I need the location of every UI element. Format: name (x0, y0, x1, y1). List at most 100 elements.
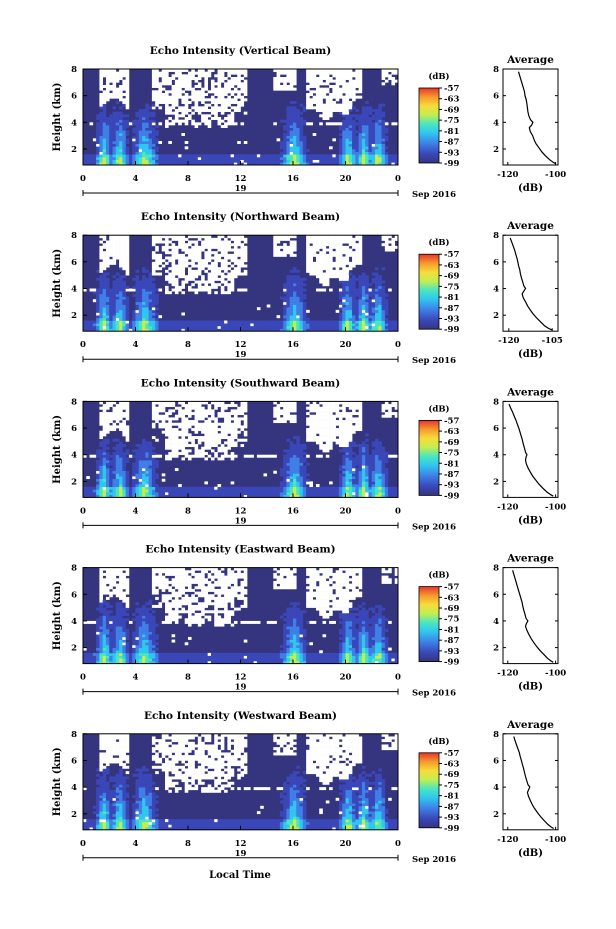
heatmap-cell (361, 315, 366, 319)
heatmap-cell (148, 462, 153, 466)
heatmap-cell (102, 125, 107, 128)
heatmap-cell (201, 119, 205, 123)
heatmap-cell (201, 264, 205, 268)
heatmap-cell (342, 280, 346, 284)
heatmap-cell (286, 117, 291, 120)
heatmap-cell (184, 245, 189, 249)
heatmap-cell (138, 138, 143, 142)
heatmap-cell (227, 85, 231, 88)
heatmap-cell (184, 486, 189, 490)
heatmap-cell (194, 106, 199, 110)
heatmap-cell (99, 98, 103, 102)
heatmap-cell (352, 149, 356, 152)
heatmap-cell (240, 154, 245, 158)
heatmap-cell (279, 296, 284, 300)
heatmap-cell (96, 481, 100, 485)
heatmap-cell (145, 478, 149, 482)
heatmap-cell (155, 412, 159, 416)
heatmap-cell (315, 288, 320, 292)
heatmap-cell (210, 101, 215, 104)
heatmap-cell (233, 95, 238, 99)
heatmap-cell (342, 291, 346, 295)
heatmap-cell (122, 103, 126, 107)
heatmap-cell (204, 154, 208, 158)
heatmap-cell (217, 93, 222, 96)
heatmap-cell (105, 90, 110, 94)
heatmap-cell (201, 412, 205, 416)
heatmap-cell (273, 412, 277, 416)
heatmap-cell (293, 312, 297, 316)
heatmap-cell (358, 307, 363, 311)
x-tick-label: 16 (287, 174, 299, 184)
heatmap-cell (96, 133, 100, 136)
heatmap-cell (155, 69, 159, 72)
heatmap-cell (352, 328, 356, 332)
heatmap-cell (105, 304, 110, 308)
heatmap-cell (115, 323, 120, 327)
heatmap-cell (115, 111, 120, 115)
heatmap-cell (99, 141, 103, 144)
heatmap-cell (355, 243, 359, 247)
heatmap-cell (99, 119, 103, 123)
heatmap-cell (102, 315, 107, 319)
heatmap-cell (161, 414, 166, 418)
heatmap-cell (155, 74, 159, 78)
heatmap-cell (220, 492, 225, 496)
heatmap-cell (273, 492, 277, 496)
heatmap-cell (335, 122, 340, 126)
heatmap-cell (125, 315, 130, 319)
heatmap-cell (135, 317, 140, 321)
heatmap-cell (240, 417, 245, 421)
heatmap-cell (178, 414, 182, 418)
heatmap-cell (358, 141, 363, 144)
heatmap-cell (345, 93, 350, 96)
heatmap-cell (115, 291, 120, 295)
heatmap-cell (204, 264, 208, 268)
heatmap-cell (345, 82, 350, 86)
heatmap-cell (174, 285, 179, 289)
heatmap-cell (345, 248, 350, 252)
heatmap-cell (342, 98, 346, 102)
heatmap-cell (224, 325, 228, 329)
heatmap-cell (197, 154, 202, 158)
heatmap-cell (168, 272, 172, 276)
heatmap-cell (214, 441, 218, 445)
heatmap-cell (178, 90, 182, 94)
heatmap-cell (247, 162, 251, 166)
heatmap-cell (214, 489, 218, 493)
heatmap-cell (375, 315, 379, 319)
heatmap-cell (224, 420, 228, 424)
heatmap-cell (306, 248, 310, 252)
heatmap-cell (119, 69, 123, 72)
heatmap-cell (214, 438, 218, 442)
heatmap-cell (148, 494, 153, 498)
heatmap-cell (243, 248, 248, 252)
heatmap-cell (138, 449, 143, 453)
heatmap-cell (342, 328, 346, 332)
heatmap-cell (293, 240, 297, 244)
heatmap-cell (115, 473, 120, 477)
heatmap-cell (224, 454, 228, 458)
heatmap-cell (315, 323, 320, 327)
heatmap-cell (220, 87, 225, 91)
heatmap-cell (148, 288, 153, 292)
heatmap-cell (217, 253, 222, 257)
heatmap-cell (184, 433, 189, 437)
heatmap-cell (165, 245, 169, 249)
heatmap-cell (204, 106, 208, 110)
heatmap-cell (165, 237, 169, 241)
heatmap-cell (145, 141, 149, 144)
heatmap-cell (312, 154, 317, 158)
heatmap-cell (105, 425, 110, 429)
heatmap-cell (388, 288, 392, 292)
heatmap-cell (112, 248, 117, 252)
heatmap-cell (148, 157, 153, 160)
heatmap-cell (151, 422, 156, 426)
heatmap-cell (325, 261, 330, 265)
heatmap-cell (345, 275, 350, 279)
heatmap-cell (299, 127, 304, 131)
heatmap-cell (335, 309, 340, 313)
heatmap-cell (381, 127, 386, 131)
heatmap-cell (119, 296, 123, 300)
heatmap-cell (289, 323, 294, 327)
